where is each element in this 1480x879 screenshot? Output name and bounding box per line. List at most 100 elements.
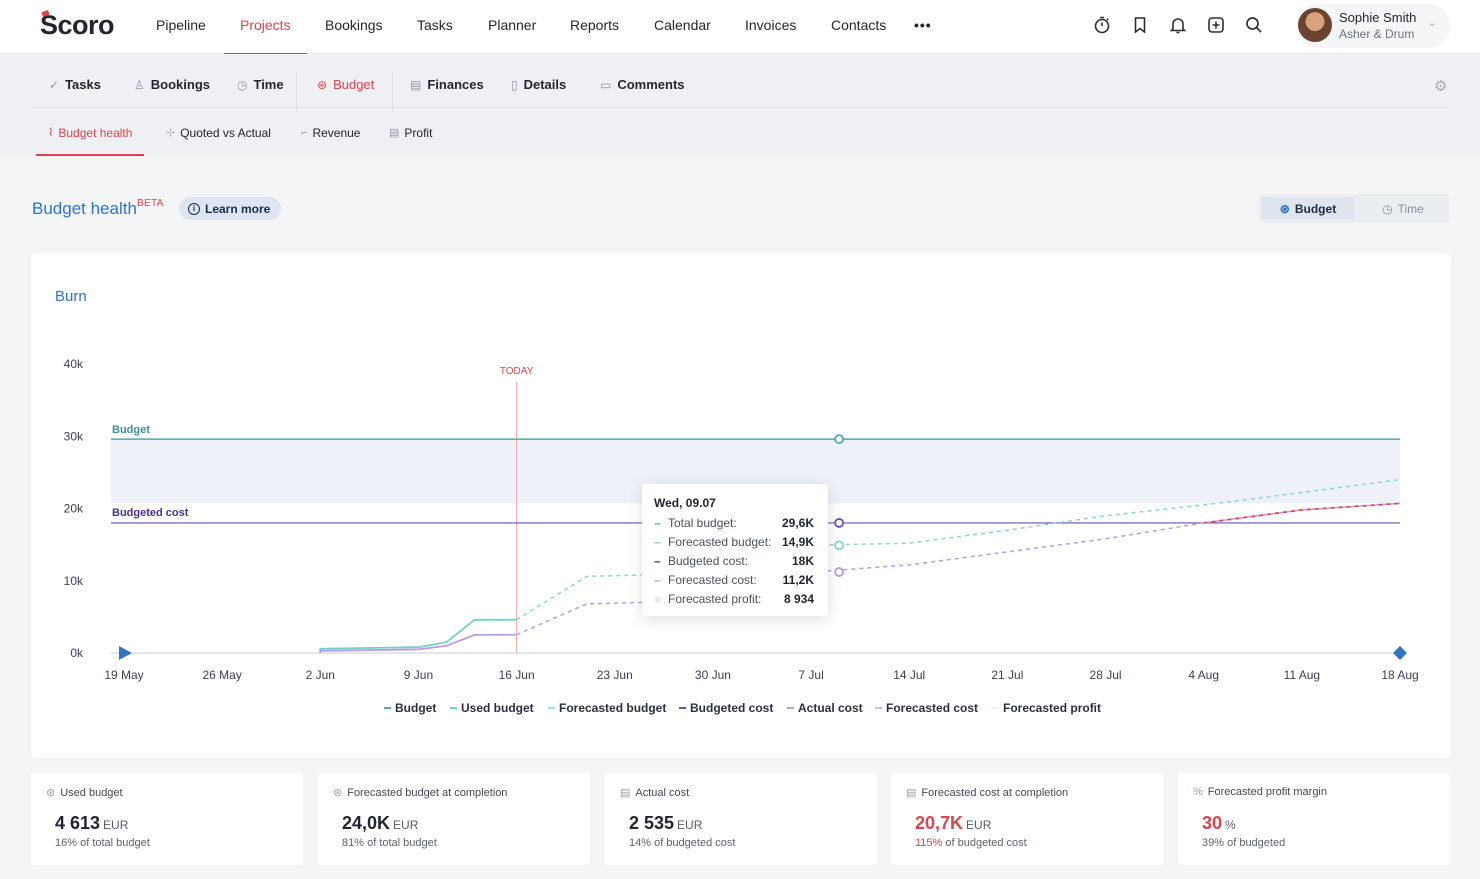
toggle-budget[interactable]: ⊛ Budget (1262, 197, 1354, 220)
x-tick-label: 18 Aug (1381, 668, 1418, 682)
kpi-subtext: 14% of budgeted cost (629, 837, 736, 849)
tab-time[interactable]: ◷ Time (237, 62, 284, 108)
nav-bookings[interactable]: Bookings (325, 17, 383, 33)
finances-icon: ▤ (906, 787, 917, 799)
kpi-subtext: 16% of total budget (55, 837, 150, 849)
hover-marker (834, 518, 845, 528)
burn-chart: 0k 10k 20k 30k 40k 19 May 26 May 2 Jun 9 Jun 16 J… (64, 357, 1419, 682)
scoro-logo[interactable]: Scoro (40, 10, 115, 40)
beta-badge: BETA (137, 198, 164, 209)
subtab-profit[interactable]: ▤ Profit (389, 118, 432, 156)
nav-planner[interactable]: Planner (488, 17, 537, 33)
forecast-cost-series (516, 502, 1401, 636)
actual-cost-series (319, 633, 517, 653)
tab-bookings[interactable]: ♙ Bookings (134, 62, 210, 108)
forecast-budget-series (516, 478, 1401, 621)
top-navigation: Scoro Pipeline Projects Bookings Tasks P… (0, 0, 1480, 54)
project-tabs: ✓ Tasks ♙ Bookings ◷ Time ⊛ Budget ▤ Finances… (0, 55, 1480, 156)
y-tick-label: 10k (64, 574, 84, 588)
nav-calendar[interactable]: Calendar (654, 17, 711, 33)
subtab-quoted-vs-actual[interactable]: ⊹ Quoted vs Actual (166, 118, 271, 156)
legend-item[interactable]: Budgeted cost (679, 701, 773, 715)
kpi-value: 24,0K EUR (342, 813, 419, 833)
hover-marker (834, 540, 845, 551)
x-tick-label: 9 Jun (404, 668, 433, 682)
x-tick-label: 19 May (104, 668, 143, 682)
kpi-subtext: 81% of total budget (342, 837, 437, 849)
over-budget-series (1203, 502, 1401, 524)
kpi-used-budget: ⊛ Used budget 4 613 EUR 16% of total budge… (31, 773, 303, 865)
x-tick-label: 21 Jul (991, 668, 1023, 682)
clock-icon: ◷ (237, 78, 248, 92)
legend-item[interactable]: Budget (384, 701, 436, 715)
percent-icon: % (1193, 786, 1203, 798)
legend-item[interactable]: Forecasted budget (548, 701, 666, 715)
learn-more-button[interactable]: i Learn more (179, 197, 282, 220)
budgeted-cost-line-label: Budgeted cost (112, 507, 189, 519)
tooltip-row: – Budgeted cost: 18K (654, 554, 814, 568)
y-tick-label: 20k (64, 502, 84, 516)
legend-item[interactable]: Forecasted profit (992, 701, 1101, 715)
toggle-time[interactable]: ◷ Time (1382, 201, 1424, 216)
user-company: Asher & Drum (1339, 27, 1415, 41)
tab-tasks[interactable]: ✓ Tasks (49, 62, 101, 108)
page-title: Budget health (32, 199, 137, 218)
compare-icon: ⊹ (166, 127, 176, 139)
info-icon: i (188, 202, 200, 215)
nav-invoices[interactable]: Invoices (745, 17, 797, 33)
budget-line-label: Budget (112, 424, 150, 436)
legend-item[interactable]: Actual cost (787, 701, 863, 715)
tooltip-row: – Total budget: 29,6K (654, 516, 814, 530)
budget-time-toggle: ⊛ Budget ◷ Time (1259, 194, 1449, 223)
x-tick-label: 16 Jun (499, 668, 535, 682)
avatar (1298, 8, 1332, 42)
finances-icon: ▤ (620, 787, 631, 799)
tab-budget[interactable]: ⊛ Budget (317, 62, 374, 108)
budget-icon: ⊛ (1279, 201, 1290, 216)
bookmark-icon[interactable] (1129, 14, 1151, 36)
project-tab-row: ✓ Tasks ♙ Bookings ◷ Time ⊛ Budget ▤ Finances… (32, 62, 1448, 112)
nav-tasks[interactable]: Tasks (417, 17, 453, 33)
tab-divider (392, 72, 393, 112)
today-label: TODAY (500, 366, 534, 377)
bell-icon[interactable] (1167, 14, 1189, 36)
kpi-value: 4 613 EUR (55, 813, 129, 833)
kpi-actual-cost: ▤ Actual cost 2 535 EUR 14% of budgeted co… (605, 773, 877, 865)
y-tick-label: 30k (64, 429, 84, 443)
timer-icon[interactable] (1091, 14, 1113, 36)
user-menu[interactable]: Sophie Smith Asher & Drum ⌄ (1296, 4, 1450, 48)
nav-projects[interactable]: Projects (224, 0, 307, 54)
hover-marker (834, 434, 845, 445)
subtab-budget-health[interactable]: ⌇ Budget health (35, 118, 145, 156)
gear-icon[interactable]: ⚙ (1434, 78, 1448, 95)
person-icon: ♙ (134, 78, 145, 92)
nav-reports[interactable]: Reports (570, 17, 620, 33)
budget-icon: ⊛ (333, 787, 343, 799)
finances-icon: ▤ (410, 78, 422, 92)
subtab-revenue[interactable]: ⌐ Revenue (301, 118, 360, 156)
hover-marker (834, 567, 845, 577)
kpi-subtext: 115% of budgeted cost (915, 837, 1027, 849)
tooltip-row: – Forecasted budget: 14,9K (654, 535, 814, 549)
x-tick-label: 14 Jul (893, 668, 925, 682)
kpi-forecasted-cost: ▤ Forecasted cost at completion 20,7K EUR … (891, 773, 1163, 865)
tab-comments[interactable]: ▭ Comments (600, 62, 685, 108)
comment-icon: ▭ (600, 78, 612, 92)
kpi-forecasted-budget: ⊛ Forecasted budget at completion 24,0K EU… (318, 773, 590, 865)
kpi-subtext: 39% of budgeted (1202, 837, 1286, 849)
x-tick-label: 4 Aug (1188, 668, 1219, 682)
revenue-icon: ⌐ (301, 127, 308, 139)
kpi-value: 20,7K EUR (915, 813, 992, 833)
legend-item[interactable]: Used budget (450, 701, 534, 715)
search-icon[interactable] (1243, 14, 1265, 36)
tab-details[interactable]: ▯ Details (511, 62, 566, 108)
tab-finances[interactable]: ▤ Finances (410, 62, 484, 108)
nav-more-button[interactable]: ••• (914, 17, 932, 33)
nav-contacts[interactable]: Contacts (831, 17, 887, 33)
tooltip-row: ■ Forecasted profit: 8 934 (654, 592, 814, 606)
nav-pipeline[interactable]: Pipeline (156, 17, 206, 33)
legend-item[interactable]: Forecasted cost (875, 701, 978, 715)
add-new-icon[interactable] (1205, 14, 1227, 36)
user-name: Sophie Smith (1339, 10, 1417, 25)
x-tick-label: 26 May (202, 668, 241, 682)
